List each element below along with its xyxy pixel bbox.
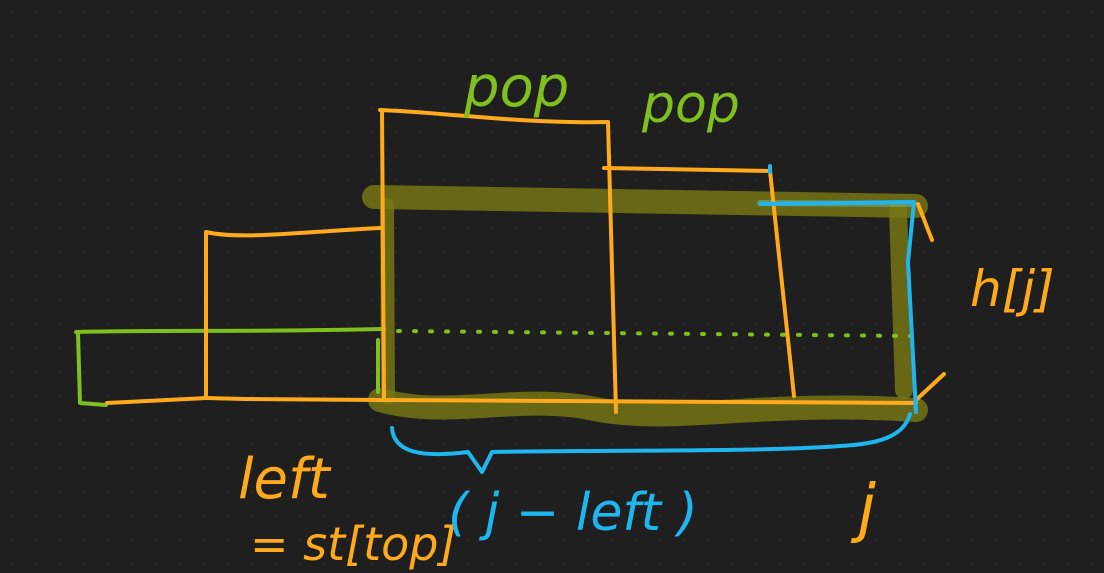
h-j-arrow-bottom: [914, 372, 946, 402]
blue-bar-j: [758, 164, 918, 414]
st-top-label: = st[top]: [250, 517, 456, 571]
highlight-right-band: [889, 201, 913, 399]
width-label: ( j − left ): [448, 483, 698, 543]
baseline: [204, 396, 918, 405]
h-j-arrow-top: [916, 202, 934, 242]
bar-1-outline: [105, 226, 382, 405]
bar-2-outline: [378, 108, 618, 414]
left-label: left: [238, 447, 332, 512]
pop-label-1: pop: [463, 55, 569, 120]
width-brace: [390, 412, 912, 474]
highlight-left-band: [380, 198, 395, 405]
pop-label-2: pop: [641, 75, 740, 135]
highlight-bottom-band: [368, 388, 928, 427]
green-dotted-level-line: [396, 329, 914, 338]
h-j-label: h[j]: [970, 260, 1055, 318]
